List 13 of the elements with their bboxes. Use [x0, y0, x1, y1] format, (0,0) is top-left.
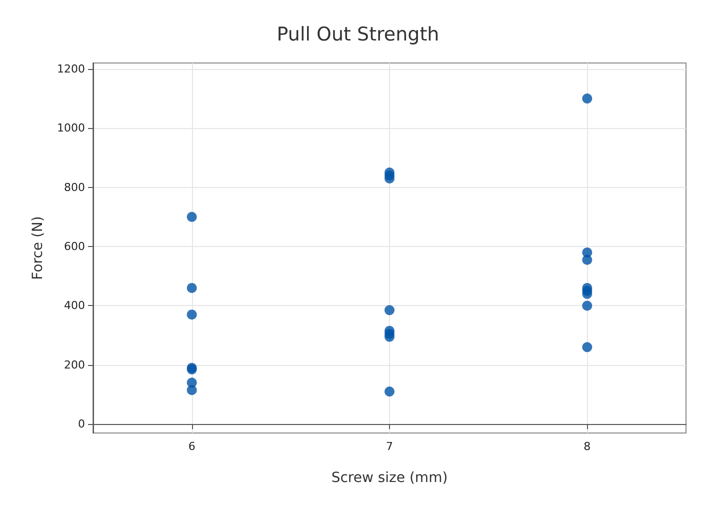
y-axis-title: Force (N): [30, 216, 46, 280]
y-tick-label: 1200: [57, 62, 85, 76]
x-axis-title: Screw size (mm): [331, 470, 448, 486]
x-tick-label: 8: [584, 440, 591, 453]
y-tick-label: 1000: [57, 122, 85, 135]
y-tick-label: 800: [64, 180, 85, 194]
y-tick-label: 600: [64, 240, 85, 254]
x-tick-label: 6: [188, 440, 196, 453]
y-tick-label: 200: [64, 358, 85, 372]
chart-title: Pull Out Strength: [276, 24, 440, 46]
y-tick-label: 0: [78, 418, 85, 431]
y-tick-label: 400: [64, 299, 85, 312]
x-tick-label: 7: [386, 440, 393, 453]
